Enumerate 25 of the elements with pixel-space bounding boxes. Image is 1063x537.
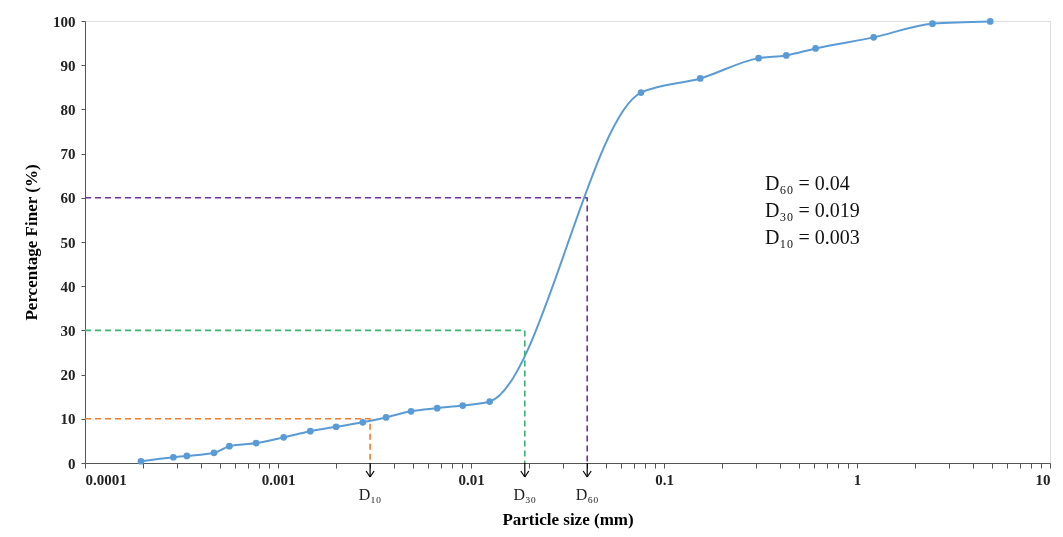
y-tick-label: 0 [68,455,76,472]
annotation: D₃₀ = 0.019 [765,199,860,221]
y-tick-label: 50 [60,234,76,251]
x-tick-label: 1 [853,471,862,488]
x-tick-label: 0.01 [458,471,485,488]
x-tick-label: 0.1 [655,471,674,488]
annotation: D₃₀ [513,486,537,503]
y-tick-label: 40 [60,278,76,295]
y-tick-label: 70 [60,146,76,163]
x-tick-label: 10 [1035,471,1051,488]
x-tick-label: 0.001 [261,471,296,488]
y-tick-label: 80 [60,101,76,118]
y-axis-title: Percentage Finer (%) [22,164,41,321]
y-tick-label: 10 [60,411,76,428]
y-tick-label: 100 [53,13,76,30]
annotation: D₁₀ [358,486,382,503]
annotation: D₆₀ [575,486,599,503]
x-axis-title: Particle size (mm) [502,509,634,529]
x-tick-label: 0.0001 [85,471,127,488]
annotation: D₁₀ = 0.003 [765,226,860,248]
y-tick-label: 60 [60,190,76,207]
annotation: D₆₀ = 0.04 [765,172,850,194]
y-tick-label: 20 [60,367,76,384]
y-tick-label: 90 [60,57,76,74]
y-tick-label: 30 [60,322,76,339]
